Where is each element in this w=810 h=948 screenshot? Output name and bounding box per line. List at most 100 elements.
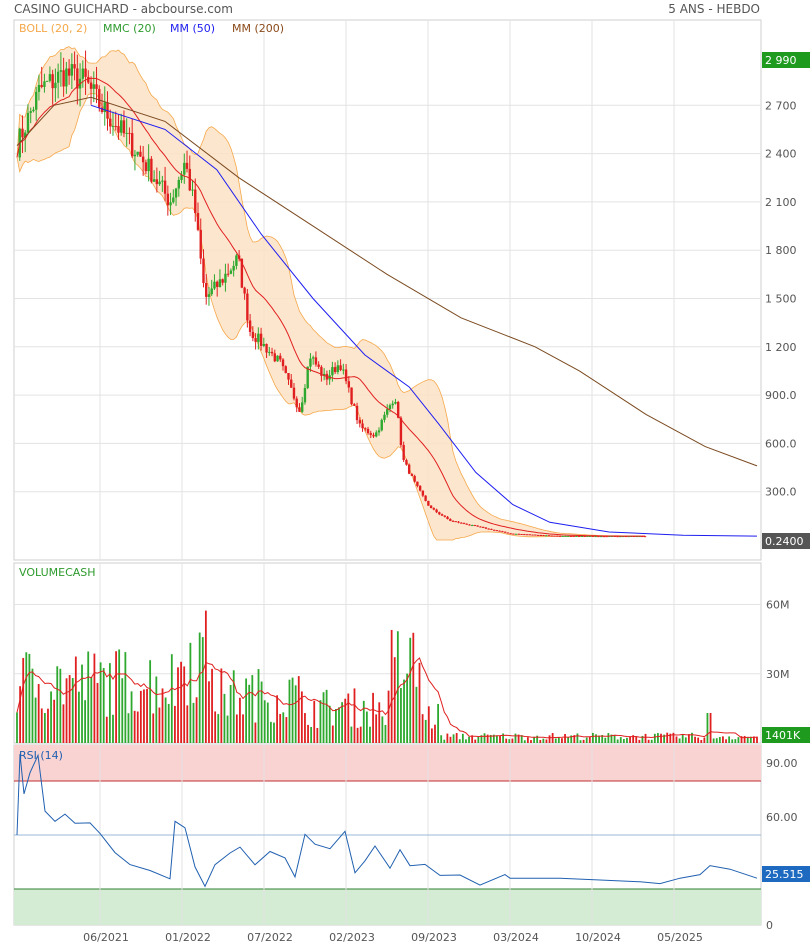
price-tick-label: 1 800 — [765, 244, 797, 257]
candle-body — [421, 490, 425, 496]
volume-bar — [87, 651, 90, 743]
candle-body — [248, 320, 252, 332]
mm50-line — [90, 104, 758, 537]
candle-body — [575, 535, 578, 537]
volume-bar — [582, 739, 585, 743]
candle-body — [92, 84, 95, 89]
volume-bar — [136, 711, 139, 743]
volume-bar — [681, 734, 684, 743]
candle-body — [232, 265, 235, 271]
candle-body — [517, 533, 521, 535]
period-label: 5 ANS - HEBDO — [668, 2, 760, 16]
candle-body — [287, 373, 290, 380]
candle-body — [364, 428, 367, 430]
volume-bar — [34, 697, 37, 743]
candle-body — [100, 107, 104, 113]
volume-bar — [715, 738, 718, 743]
volume-bar — [650, 739, 653, 743]
candle-body — [251, 331, 255, 339]
candle-body — [56, 71, 60, 83]
volume-bar — [155, 676, 158, 743]
candle-body — [210, 288, 213, 295]
candle-body — [366, 428, 370, 434]
candle-body — [62, 70, 65, 87]
candle-body — [24, 132, 27, 138]
candle-body — [561, 535, 564, 537]
volume-bar — [703, 737, 706, 743]
candle-body — [545, 535, 548, 537]
rsi-tick-label: 0 — [766, 919, 773, 932]
candle-body — [553, 535, 556, 537]
candle-body — [583, 535, 586, 537]
candle-body — [503, 531, 507, 533]
candle-body — [40, 84, 43, 87]
candle-body — [353, 404, 356, 406]
candle-body — [117, 126, 120, 133]
volume-bar — [424, 719, 427, 743]
volume-bar — [108, 663, 111, 743]
candle-body — [432, 508, 436, 510]
volume-bar — [139, 690, 142, 743]
volume-bar — [542, 738, 545, 743]
volume-bar — [282, 712, 285, 743]
candle-body — [377, 430, 381, 433]
rsi-overbought-zone — [14, 745, 761, 781]
volume-bar — [421, 714, 424, 743]
volume-bar — [248, 684, 251, 743]
candle-body — [512, 533, 515, 535]
volume-bar — [149, 660, 152, 743]
candle-body — [495, 530, 499, 532]
volume-bar — [526, 737, 529, 743]
candle-body — [87, 76, 90, 83]
price-panel: 2 700 2 400 2 100 1 800 1 500 1 200 900.0 600.0… — [13, 19, 810, 561]
volume-bar — [576, 733, 579, 743]
candle-body — [350, 387, 353, 405]
volume-bar — [387, 690, 390, 743]
volume-bar — [37, 684, 40, 743]
volume-bar — [28, 653, 31, 743]
volume-bar — [359, 726, 362, 743]
candle-body — [322, 373, 326, 376]
candle-body — [34, 91, 38, 110]
volume-bar — [396, 631, 399, 743]
volume-bar — [641, 735, 644, 743]
candle-body — [528, 534, 532, 536]
candle-body — [413, 475, 416, 482]
volume-bar — [434, 724, 436, 743]
candle-body — [172, 197, 175, 203]
volume-bar — [347, 693, 350, 743]
candle-body — [358, 420, 361, 424]
volume-bar — [499, 735, 501, 743]
x-axis-label: 06/2021 — [83, 931, 129, 944]
volume-bar — [647, 739, 650, 743]
volume-badge-text: 1401K — [765, 729, 801, 742]
candle-body — [407, 464, 411, 474]
candle-body — [48, 74, 52, 81]
volume-bar — [613, 734, 616, 743]
volume-bar — [59, 668, 62, 743]
candle-body — [257, 333, 260, 342]
volume-bar — [310, 727, 313, 743]
volume-bar — [567, 737, 570, 743]
candle-body — [240, 258, 244, 288]
volume-bar — [186, 705, 189, 743]
mm200-line — [16, 96, 758, 467]
price-tick-label: 2 400 — [765, 148, 797, 161]
legend-item: BOLL (20, 2) — [19, 22, 87, 35]
current-price-text: 0.2400 — [765, 535, 804, 548]
candle-body — [29, 111, 32, 113]
volume-bar — [511, 738, 514, 743]
candle-body — [202, 258, 205, 283]
volume-bar — [53, 699, 56, 743]
price-tick-label: 1 200 — [765, 341, 797, 354]
volume-bar — [288, 679, 291, 743]
candle-body — [152, 179, 156, 182]
candle-body — [207, 294, 211, 297]
volume-bar — [477, 736, 480, 743]
volume-bar — [350, 726, 353, 743]
candle-body — [427, 500, 430, 506]
volume-bar — [220, 668, 223, 743]
volume-bar — [409, 637, 412, 743]
candle-body — [218, 279, 222, 287]
candle-body — [226, 273, 230, 275]
